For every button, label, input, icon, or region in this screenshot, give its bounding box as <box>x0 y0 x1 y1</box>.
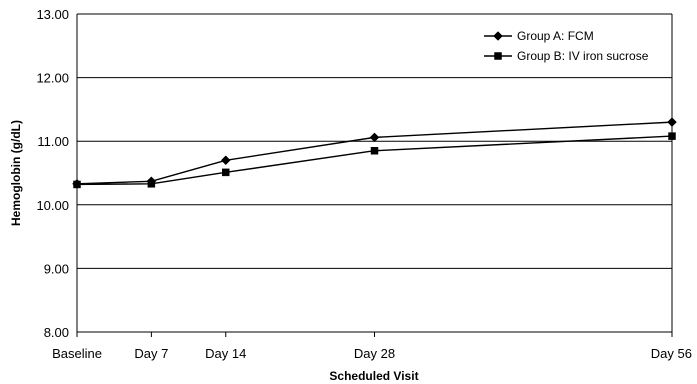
legend-label: Group A: FCM <box>517 29 594 43</box>
data-point-group-b <box>73 180 81 189</box>
data-markers <box>72 117 677 189</box>
y-tick-label: 13.00 <box>36 7 69 22</box>
data-point-group-a <box>667 117 677 127</box>
legend-marker-swatch <box>494 52 502 60</box>
x-axis-label: Scheduled Visit <box>329 369 418 383</box>
legend-label: Group B: IV iron sucrose <box>517 49 649 63</box>
y-axis-label: Hemoglobin (g/dL) <box>9 120 23 226</box>
x-tick-label: Day 7 <box>134 346 168 361</box>
data-point-group-a <box>369 132 380 143</box>
x-tick-label: Day 14 <box>205 346 246 361</box>
tick-labels: 8.00 9.00 10.00 11.00 12.00 13.00 Baseline Day … <box>36 7 692 361</box>
legend-marker-swatch <box>493 31 503 41</box>
y-tick-label: 11.00 <box>37 134 69 149</box>
data-point-group-b <box>370 146 379 155</box>
x-tick-label: Day 28 <box>354 346 395 361</box>
legend: Group A: FCM Group B: IV iron sucrose <box>478 21 664 71</box>
legend-entries: Group A: FCM Group B: IV iron sucrose <box>484 29 649 63</box>
axes <box>76 14 673 337</box>
data-point-group-a <box>220 155 231 166</box>
y-tick-label: 10.00 <box>36 198 69 213</box>
legend-box <box>478 21 664 71</box>
data-point-group-b <box>668 132 676 140</box>
y-tick-label: 9.00 <box>44 261 69 276</box>
data-point-group-b <box>222 168 230 177</box>
x-tick-label: Baseline <box>52 346 102 361</box>
data-point-group-b <box>147 180 156 188</box>
y-tick-label: 12.00 <box>36 71 69 86</box>
x-tick-label: Day 56 <box>651 346 692 361</box>
y-tick-label: 8.00 <box>44 325 69 340</box>
